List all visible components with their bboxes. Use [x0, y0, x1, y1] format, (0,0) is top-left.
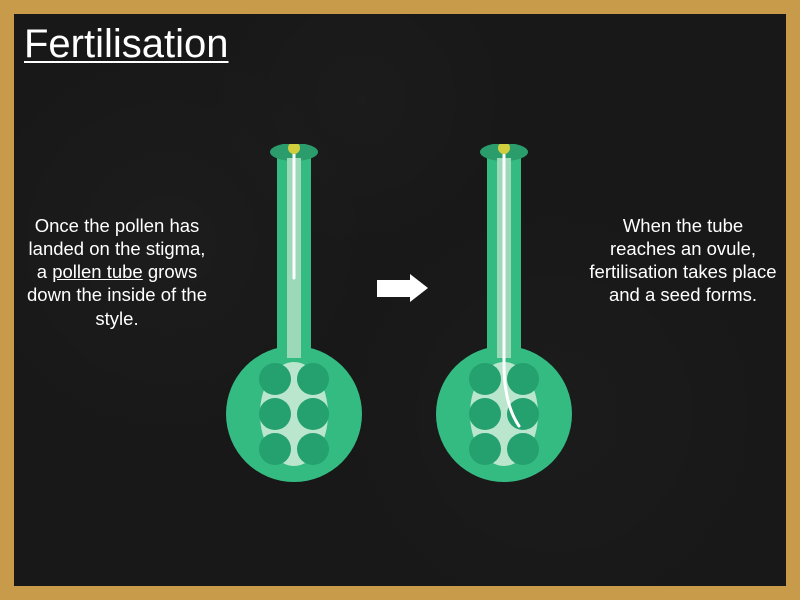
left-caption: Once the pollen has landed on the stigma… — [22, 214, 212, 330]
right-caption: When the tube reaches an ovule, fertilis… — [588, 214, 778, 307]
pistil-left — [219, 144, 369, 504]
arrow-icon — [377, 274, 428, 302]
pistil-right — [429, 144, 579, 504]
underlined-term: pollen tube — [52, 261, 143, 282]
chalkboard: Fertilisation Once the pollen has landed… — [14, 14, 786, 586]
page-title: Fertilisation — [24, 22, 229, 67]
wooden-frame: Fertilisation Once the pollen has landed… — [0, 0, 800, 600]
fertilisation-diagram — [219, 144, 579, 524]
